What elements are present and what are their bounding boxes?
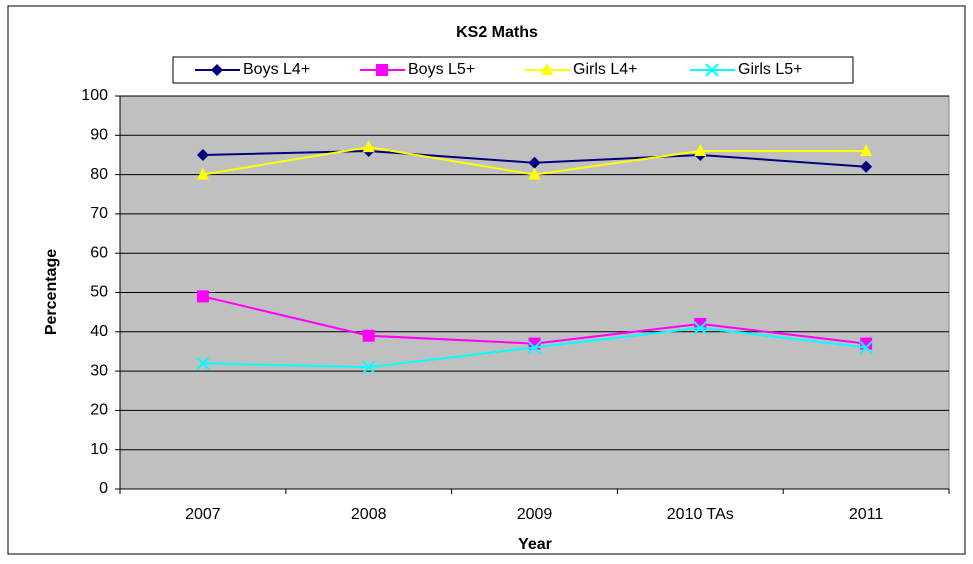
marker xyxy=(527,340,542,355)
marker xyxy=(528,167,541,180)
marker xyxy=(196,167,209,180)
legend-label: Girls L5+ xyxy=(738,61,802,78)
x-axis-label: Year xyxy=(518,536,552,553)
marker xyxy=(541,63,553,75)
x-tick-label: 2011 xyxy=(849,506,884,523)
marker xyxy=(362,140,375,153)
y-tick-label: 10 xyxy=(90,441,108,458)
marker xyxy=(196,290,209,303)
marker xyxy=(860,144,873,157)
x-tick-label: 2008 xyxy=(351,506,387,523)
y-tick-label: 80 xyxy=(90,166,108,183)
x-tick-label: 2010 TAs xyxy=(667,506,734,523)
marker xyxy=(196,148,209,161)
marker xyxy=(362,329,375,342)
legend-label: Boys L5+ xyxy=(408,61,475,78)
y-tick-label: 40 xyxy=(90,323,108,340)
y-tick-label: 30 xyxy=(90,362,108,379)
marker xyxy=(860,160,873,173)
y-tick-label: 100 xyxy=(81,87,108,104)
x-tick-label: 2009 xyxy=(517,506,553,523)
marker xyxy=(694,317,707,330)
marker xyxy=(211,64,223,76)
y-tick-label: 60 xyxy=(90,244,108,261)
legend-label: Boys L4+ xyxy=(243,61,310,78)
y-axis-label: Percentage xyxy=(43,249,60,335)
legend-label: Girls L4+ xyxy=(573,61,637,78)
chart-title: KS2 Maths xyxy=(456,24,538,41)
marker xyxy=(196,356,210,370)
x-tick-label: 2007 xyxy=(185,506,221,523)
marker xyxy=(705,63,719,77)
legend xyxy=(172,56,854,84)
marker xyxy=(361,360,376,374)
y-tick-label: 70 xyxy=(90,205,108,222)
y-tick-label: 50 xyxy=(90,284,108,301)
marker xyxy=(694,144,707,157)
y-tick-label: 0 xyxy=(99,480,108,497)
marker xyxy=(859,340,873,355)
y-tick-label: 20 xyxy=(90,402,108,419)
marker xyxy=(693,321,708,335)
marker xyxy=(376,64,388,76)
y-tick-label: 90 xyxy=(90,127,108,144)
marker xyxy=(528,156,541,169)
